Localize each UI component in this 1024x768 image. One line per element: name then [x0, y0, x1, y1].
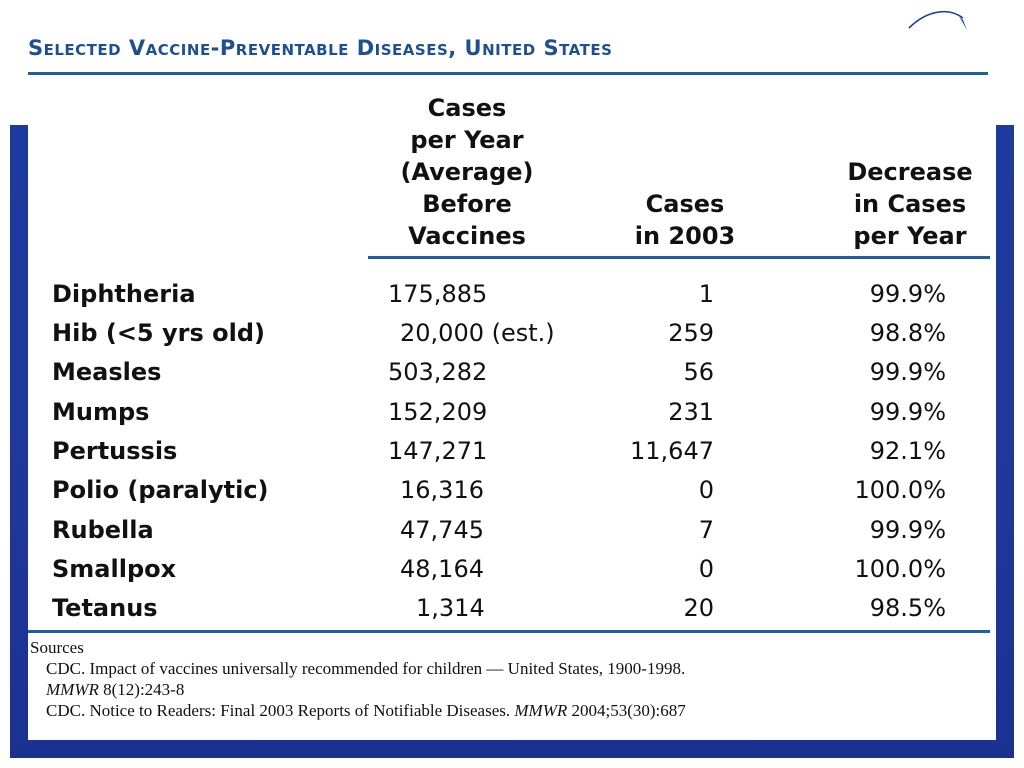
- decrease-percent: 99.9%: [869, 516, 946, 544]
- cases-before-vaccines: 175,885: [388, 280, 488, 308]
- decrease-percent: 100.0%: [854, 476, 946, 504]
- column-header-before-vaccines: Cases per Year (Average) Before Vaccines: [400, 94, 534, 250]
- table-row: Diphtheria 175,885 1 99.9%: [0, 272, 1024, 311]
- cases-in-2003: 11,647: [630, 437, 714, 465]
- decrease-percent: 99.9%: [869, 280, 946, 308]
- title-divider: [28, 72, 988, 75]
- cases-in-2003: 259: [668, 319, 714, 347]
- cases-before-vaccines: 47,745: [400, 516, 484, 544]
- cases-in-2003: 20: [683, 594, 714, 622]
- cases-before-vaccines: 16,316: [400, 476, 484, 504]
- table-bottom-divider: [28, 630, 990, 633]
- source-citation-1: CDC. Impact of vaccines universally reco…: [46, 659, 686, 678]
- cases-before-vaccines: 48,164: [400, 555, 484, 583]
- sources-heading: Sources: [30, 638, 84, 657]
- column-header-cases-2003: Cases in 2003: [634, 190, 736, 250]
- table-row: Tetanus 1,314 20 98.5%: [0, 586, 1024, 625]
- cases-before-vaccines: 152,209: [388, 398, 488, 426]
- decrease-percent: 98.8%: [869, 319, 946, 347]
- table-row: Rubella 47,745 7 99.9%: [0, 508, 1024, 547]
- table-sheet: [28, 0, 996, 740]
- sources-block: Sources CDC. Impact of vaccines universa…: [30, 637, 970, 721]
- decrease-percent: 98.5%: [869, 594, 946, 622]
- cases-in-2003: 7: [698, 516, 714, 544]
- disease-name: Polio (paralytic): [52, 476, 269, 504]
- disease-name: Measles: [52, 358, 162, 386]
- source-citation-2: CDC. Notice to Readers: Final 2003 Repor…: [46, 701, 686, 720]
- cases-before-vaccines: 20,000 (est.): [400, 319, 555, 347]
- decrease-percent: 100.0%: [854, 555, 946, 583]
- disease-name: Hib (<5 yrs old): [52, 319, 265, 347]
- table-row: Smallpox 48,164 0 100.0%: [0, 547, 1024, 586]
- disease-name: Tetanus: [52, 594, 158, 622]
- page-title: Selected Vaccine-Preventable Diseases, U…: [28, 36, 613, 60]
- disease-name: Smallpox: [52, 555, 177, 583]
- cases-in-2003: 1: [698, 280, 714, 308]
- decrease-percent: 99.9%: [869, 358, 946, 386]
- cases-in-2003: 0: [698, 555, 714, 583]
- cases-in-2003: 231: [668, 398, 714, 426]
- swoosh-logo-icon: [908, 10, 967, 30]
- disease-name: Diphtheria: [52, 280, 196, 308]
- source-citation-1-journal: MMWR 8(12):243-8: [46, 680, 185, 699]
- cases-before-vaccines: 503,282: [388, 358, 488, 386]
- decrease-percent: 92.1%: [869, 437, 946, 465]
- disease-name: Pertussis: [52, 437, 178, 465]
- table-row: Measles 503,282 56 99.9%: [0, 350, 1024, 389]
- table-row: Pertussis 147,271 11,647 92.1%: [0, 429, 1024, 468]
- decrease-percent: 99.9%: [869, 398, 946, 426]
- table-row: Mumps 152,209 231 99.9%: [0, 390, 1024, 429]
- table-row: Polio (paralytic) 16,316 0 100.0%: [0, 468, 1024, 507]
- disease-name: Rubella: [52, 516, 154, 544]
- cases-in-2003: 56: [683, 358, 714, 386]
- header-divider: [368, 256, 990, 259]
- cases-in-2003: 0: [698, 476, 714, 504]
- disease-name: Mumps: [52, 398, 150, 426]
- table-row: Hib (<5 yrs old) 20,000 (est.) 259 98.8%: [0, 311, 1024, 350]
- column-header-decrease: Decrease in Cases per Year: [847, 158, 973, 250]
- cases-before-vaccines: 147,271: [388, 437, 488, 465]
- cases-before-vaccines: 1,314: [416, 594, 485, 622]
